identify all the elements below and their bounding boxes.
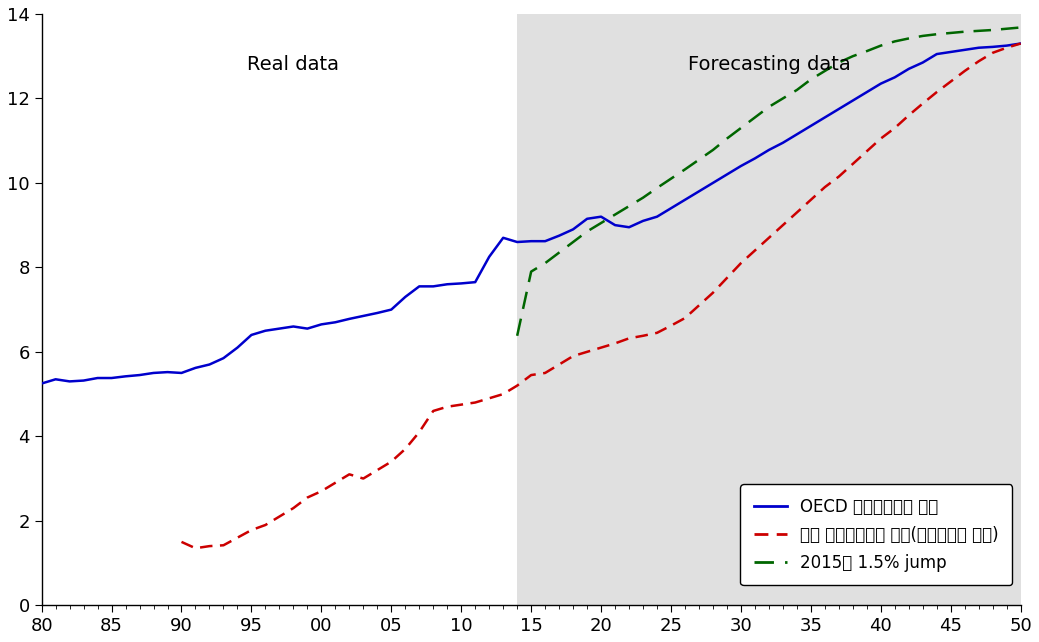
Legend: OECD 공공사회지출 현물, 한국 공공사회지출 현물(현재추세로 예측), 2015년 1.5% jump: OECD 공공사회지출 현물, 한국 공공사회지출 현물(현재추세로 예측), … <box>741 485 1012 585</box>
Text: Forecasting data: Forecasting data <box>688 55 850 74</box>
Bar <box>517 14 1020 605</box>
Text: Real data: Real data <box>247 55 340 74</box>
